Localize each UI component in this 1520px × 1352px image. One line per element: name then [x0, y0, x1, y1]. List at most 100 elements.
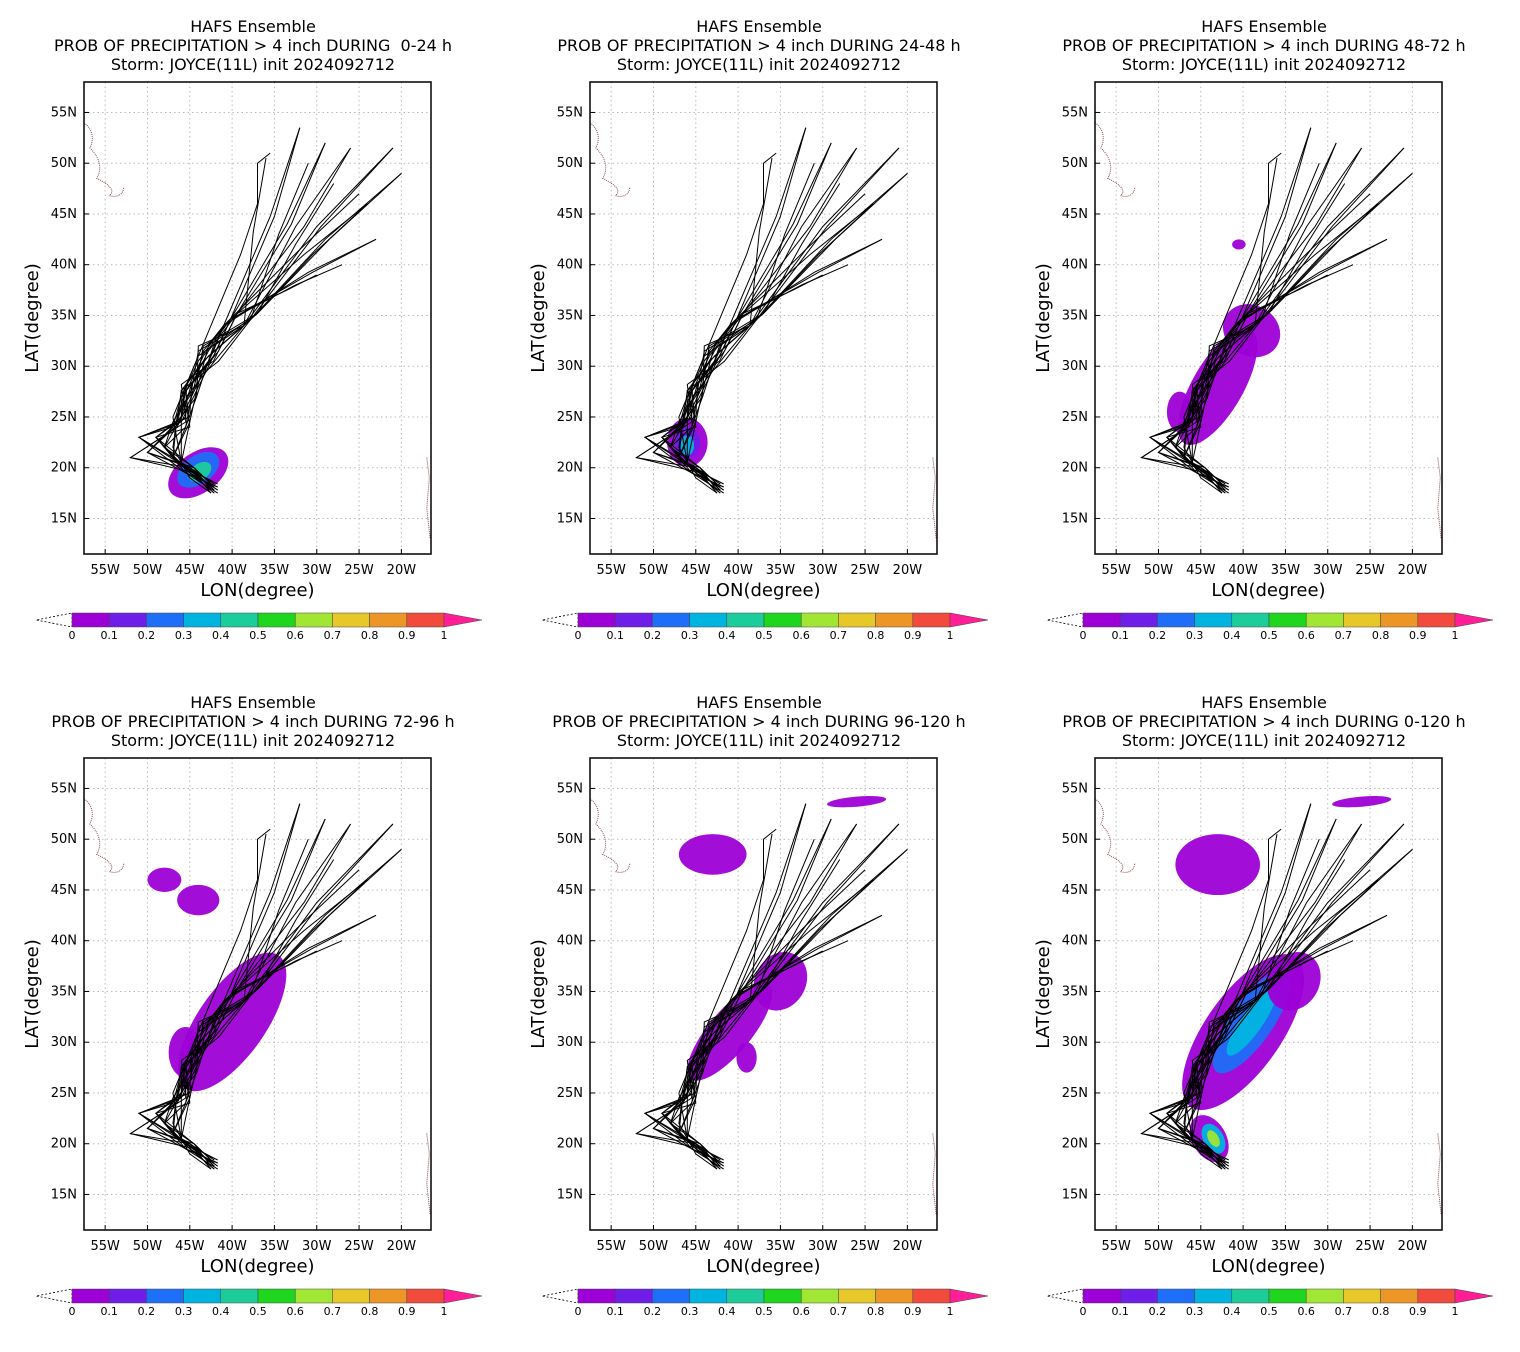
colorbar-label: 0.6: [792, 1305, 810, 1318]
colorbar-segment: [1417, 1288, 1456, 1304]
colorbar-segment: [763, 1288, 802, 1304]
x-axis-label: LON(degree): [200, 580, 314, 601]
ensemble-track: [1174, 173, 1413, 491]
lon-tick-label: 40W: [1228, 1239, 1258, 1254]
colorbar-label: 1: [1452, 629, 1459, 642]
colorbar-segment: [875, 612, 914, 628]
lon-tick-label: 20W: [387, 563, 417, 578]
panel-title-model: HAFS Ensemble: [190, 693, 316, 712]
panel-title-product: PROB OF PRECIPITATION > 4 inch DURING 0-…: [1062, 712, 1466, 731]
precip-probability-area: [1178, 327, 1258, 446]
colorbar-segment: [71, 612, 110, 628]
lon-tick-label: 55W: [1101, 1239, 1131, 1254]
lat-tick-label: 55N: [557, 105, 583, 120]
colorbar-under-arrow: [541, 1288, 579, 1304]
map-panel: HAFS Ensemble PROB OF PRECIPITATION > 4 i…: [506, 676, 1012, 1352]
colorbar-label: 0.3: [175, 629, 193, 642]
lat-tick-label: 50N: [51, 832, 77, 847]
lat-tick-label: 45N: [557, 883, 583, 898]
colorbar-label: 0.6: [286, 1305, 304, 1318]
colorbar-segment: [369, 1288, 408, 1304]
colorbar-label: 0.2: [138, 1305, 156, 1318]
colorbar-label: 0.4: [212, 1305, 230, 1318]
colorbar-label: 0.7: [1335, 629, 1353, 642]
colorbar-segment: [838, 612, 876, 628]
lon-tick-label: 50W: [133, 1239, 163, 1254]
panel-title-model: HAFS Ensemble: [1201, 17, 1327, 36]
colorbar-label: 0.9: [398, 1305, 416, 1318]
precip-probability-area: [147, 867, 182, 892]
colorbar-label: 0.1: [100, 629, 118, 642]
precip-probability-area: [1222, 304, 1281, 358]
colorbar-label: 0: [69, 1305, 76, 1318]
panel-title-product: PROB OF PRECIPITATION > 4 inch DURING 72…: [51, 712, 455, 731]
ensemble-track: [1183, 173, 1413, 494]
precip-probability-area: [827, 795, 887, 808]
colorbar-segment: [912, 1288, 951, 1304]
lat-tick-label: 15N: [51, 1187, 77, 1202]
colorbar-segment: [146, 612, 184, 628]
lat-tick-label: 40N: [51, 934, 77, 949]
ensemble-track: [652, 950, 823, 1170]
map-panel: HAFS Ensemble PROB OF PRECIPITATION > 4 i…: [0, 676, 506, 1352]
ensemble-track: [678, 879, 874, 1164]
lat-tick-label: 25N: [557, 410, 583, 425]
lat-tick-label: 25N: [51, 410, 77, 425]
ensemble-track: [146, 823, 352, 1161]
ensemble-track: [678, 203, 874, 488]
colorbar-label: 0.3: [681, 629, 699, 642]
precip-probability-area: [1207, 1130, 1220, 1147]
colorbar-segment: [1157, 1288, 1195, 1304]
map-panel: HAFS Ensemble PROB OF PRECIPITATION > 4 i…: [506, 0, 1012, 676]
colorbar-label: 0.5: [1260, 1305, 1278, 1318]
lat-tick-label: 50N: [1062, 832, 1088, 847]
coastline-newfoundland: [1095, 122, 1136, 197]
lat-tick-label: 25N: [1062, 1086, 1088, 1101]
lon-tick-label: 50W: [1144, 563, 1174, 578]
colorbar-segment: [332, 612, 370, 628]
colorbar-label: 0.3: [175, 1305, 193, 1318]
x-axis-label: LON(degree): [1211, 1256, 1325, 1277]
colorbar-label: 0.6: [792, 629, 810, 642]
colorbar-over-arrow: [443, 612, 483, 628]
colorbar-label: 0.1: [606, 1305, 624, 1318]
x-axis-label: LON(degree): [706, 1256, 820, 1277]
ensemble-track: [1148, 818, 1337, 1164]
precip-probability-area: [1232, 239, 1246, 250]
colorbar-label: 0.6: [286, 629, 304, 642]
lat-tick-label: 45N: [51, 883, 77, 898]
ensemble-track: [669, 173, 908, 491]
ensemble-track: [1148, 142, 1337, 488]
lon-tick-label: 45W: [1186, 1239, 1216, 1254]
panel-title-storm: Storm: JOYCE(11L) init 2024092712: [616, 55, 902, 74]
colorbar-segment: [1082, 612, 1121, 628]
colorbar-label: 0.5: [249, 1305, 267, 1318]
colorbar-segment: [220, 1288, 259, 1304]
plot-frame: [1094, 81, 1443, 555]
lat-tick-label: 30N: [1062, 1035, 1088, 1050]
lat-tick-label: 20N: [1062, 1137, 1088, 1152]
lon-tick-label: 40W: [1228, 563, 1258, 578]
map-plot: 55N 50N 45N 40N 35N 30N 25N 20N 15N 55W 50W 45W 40W 3…: [1033, 81, 1494, 642]
ensemble-track: [1191, 914, 1388, 1161]
precip-probability-area: [753, 952, 808, 1011]
precip-probability-area: [736, 1042, 757, 1073]
lon-tick-label: 20W: [1398, 563, 1428, 578]
lon-tick-label: 45W: [681, 1239, 711, 1254]
lat-tick-label: 40N: [1062, 258, 1088, 273]
map-plot: 55N 50N 45N 40N 35N 30N 25N 20N 15N 55W 50W 45W 40W 3…: [528, 757, 989, 1318]
lat-tick-label: 55N: [557, 781, 583, 796]
colorbar-segment: [1305, 1288, 1344, 1304]
y-axis-label: LAT(degree): [528, 939, 549, 1048]
lon-tick-label: 35W: [766, 563, 796, 578]
ensemble-track: [678, 173, 908, 494]
colorbar-segment: [614, 1288, 653, 1304]
plot-frame: [589, 81, 938, 555]
colorbar-segment: [108, 1288, 147, 1304]
ensemble-track: [172, 173, 402, 494]
lat-tick-label: 30N: [557, 359, 583, 374]
y-axis-label: LAT(degree): [22, 263, 43, 372]
colorbar-label: 0.4: [212, 629, 230, 642]
colorbar-segment: [1343, 612, 1381, 628]
lon-tick-label: 20W: [1398, 1239, 1428, 1254]
